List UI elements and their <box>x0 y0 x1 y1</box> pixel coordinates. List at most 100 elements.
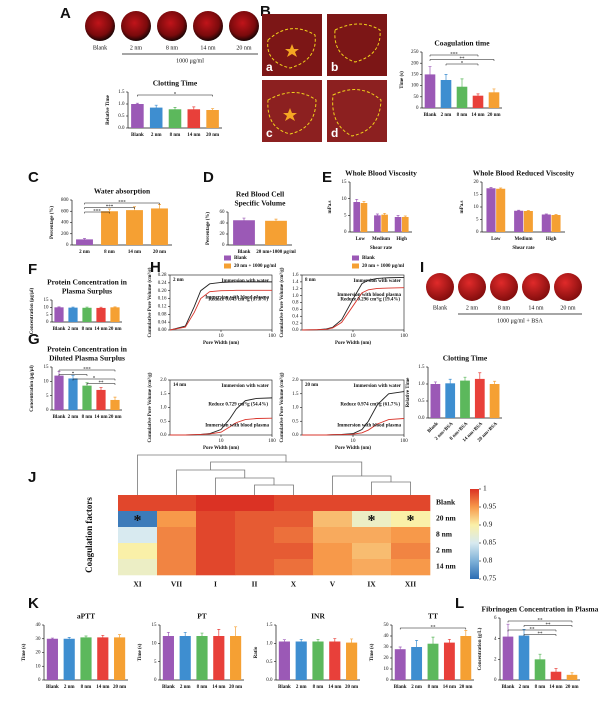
y-tick-label: 6 <box>494 616 497 621</box>
y-axis-label: mPa.s <box>460 200 465 213</box>
x-tick-label: High <box>546 237 557 242</box>
x-tick-label: Blank <box>238 250 251 255</box>
bar <box>101 211 118 245</box>
y-axis-label: Cumulative Pore Volume (cm³/g) <box>147 372 153 442</box>
x-axis-label: Shear rate <box>370 246 393 251</box>
significance-bracket <box>429 54 479 57</box>
panel-letter: B <box>260 3 271 20</box>
x-tick-label: 8 nm <box>313 685 325 690</box>
error-bar <box>499 187 503 190</box>
heatmap-cell <box>352 495 392 512</box>
y-tick-label: 10 <box>152 641 158 646</box>
series-label: Immersion with water <box>222 279 270 284</box>
heatmap-cell <box>235 495 275 512</box>
error-bar <box>428 66 432 83</box>
x-tick-label: 14 nm <box>94 415 108 420</box>
colorbar <box>470 489 479 579</box>
chart-title: Specific Volume <box>234 199 286 208</box>
x-tick-label: 20 nm <box>487 113 501 118</box>
y-tick-label: 15 <box>342 180 348 185</box>
chart-title: Clotting Time <box>153 79 198 88</box>
error-bar <box>447 638 451 647</box>
x-tick-label: 14 nm <box>471 113 485 118</box>
y-axis-label: Cumulative Pore Volume (cm³/g) <box>147 267 153 337</box>
significance-label: *** <box>450 52 458 57</box>
heatmap-cell <box>391 511 431 528</box>
photo-caption: 1000 μg/ml <box>176 58 204 64</box>
y-tick-label: 15 <box>44 298 50 303</box>
error-bar <box>154 104 158 111</box>
y-axis-label: Percentage (%) <box>206 212 211 245</box>
y-tick-label: 0.04 <box>158 320 167 325</box>
legend-label: 20 nm + 1000 μg/ml <box>362 264 405 269</box>
bar <box>411 647 423 680</box>
x-axis-label: Pore Width (nm) <box>203 446 239 451</box>
error-bar <box>506 623 510 650</box>
heatmap-cell <box>352 543 392 560</box>
colorbar-label: 0.8 <box>483 556 493 565</box>
y-tick-label: 20 <box>36 651 42 656</box>
y-tick-label: 200 <box>61 232 69 237</box>
chart-title: Fibrinogen Concentration in Plasma <box>482 605 599 614</box>
bar <box>430 384 441 418</box>
y-axis-label: Percentage (%) <box>50 206 55 239</box>
x-tick-label: Low <box>356 237 366 242</box>
bar <box>96 389 106 410</box>
panel-label: 14 nm <box>173 383 187 388</box>
row-label: 20 nm <box>436 514 457 523</box>
error-bar <box>544 213 548 216</box>
y-tick-label: 0 <box>154 678 157 683</box>
panel-letter: H <box>150 259 161 276</box>
significance-bracket <box>507 629 557 632</box>
error-bar <box>433 381 437 387</box>
bar <box>394 649 406 680</box>
panel-letter: C <box>28 169 39 186</box>
y-tick-label: 10 <box>384 667 390 672</box>
y-tick-label: 0.0 <box>418 416 425 421</box>
y-tick-label: 1.0 <box>266 641 273 646</box>
annotation: Reduce 0.296 cm³/g (19.4%) <box>340 297 400 303</box>
error-bar <box>517 209 521 212</box>
bar <box>196 636 208 680</box>
bar <box>213 636 225 680</box>
heatmap-cell <box>157 559 197 576</box>
x-tick-label: 10 <box>219 439 225 444</box>
y-tick-label: 10 <box>44 305 50 310</box>
x-tick-label: 8 nm <box>197 685 209 690</box>
heatmap-cell <box>157 511 197 528</box>
significance-bracket <box>58 369 116 372</box>
bar <box>566 674 578 680</box>
column-label: XI <box>133 580 141 589</box>
bar <box>96 307 106 322</box>
y-axis-label: mPa.s <box>328 200 333 213</box>
y-axis-label: Time (s) <box>22 643 27 661</box>
line <box>169 281 272 331</box>
bar <box>82 307 92 322</box>
heatmap-cell <box>196 495 236 512</box>
chart-title: Whole Blood Viscosity <box>345 169 417 178</box>
x-tick-label: Blank <box>394 685 407 690</box>
colorbar-label: 0.9 <box>483 520 493 529</box>
y-axis-label: Relative Time <box>106 94 111 124</box>
x-tick-label: High <box>396 237 407 242</box>
y-tick-label: 1.0 <box>160 406 167 411</box>
significance-label: * <box>93 376 96 381</box>
bar <box>346 642 358 680</box>
chart-title: Red Blood Cell <box>236 190 284 199</box>
heatmap-cell <box>235 559 275 576</box>
y-tick-label: 5 <box>344 213 347 218</box>
heatmap-cell <box>391 559 431 576</box>
y-tick-label: 10 <box>474 205 480 210</box>
y-tick-label: 20 <box>384 656 390 661</box>
significance-bracket <box>84 207 135 209</box>
error-bar <box>478 372 482 386</box>
error-bar <box>362 200 366 206</box>
error-bar <box>282 639 286 644</box>
heatmap-cell <box>196 543 236 560</box>
x-tick-label: 2 nm <box>64 685 76 690</box>
y-tick-label: 1.0 <box>118 102 125 107</box>
photo-label: 2 nm <box>130 45 143 51</box>
chart-title: Protein Concentration in <box>47 345 128 354</box>
x-tick-label: 20 nm+1000 μg/ml <box>256 250 296 255</box>
